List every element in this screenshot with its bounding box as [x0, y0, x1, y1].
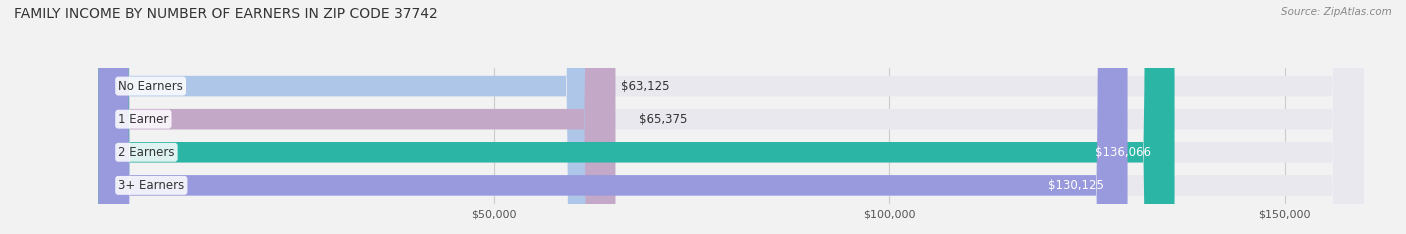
Text: $136,066: $136,066	[1095, 146, 1150, 159]
Text: 2 Earners: 2 Earners	[118, 146, 174, 159]
FancyBboxPatch shape	[98, 0, 616, 234]
FancyBboxPatch shape	[98, 0, 598, 234]
Text: $63,125: $63,125	[621, 80, 669, 93]
FancyBboxPatch shape	[98, 0, 1364, 234]
FancyBboxPatch shape	[98, 0, 1364, 234]
Text: $65,375: $65,375	[640, 113, 688, 126]
FancyBboxPatch shape	[98, 0, 1128, 234]
Text: FAMILY INCOME BY NUMBER OF EARNERS IN ZIP CODE 37742: FAMILY INCOME BY NUMBER OF EARNERS IN ZI…	[14, 7, 437, 21]
FancyBboxPatch shape	[98, 0, 1364, 234]
Text: Source: ZipAtlas.com: Source: ZipAtlas.com	[1281, 7, 1392, 17]
FancyBboxPatch shape	[98, 0, 1364, 234]
FancyBboxPatch shape	[98, 0, 1174, 234]
Text: $130,125: $130,125	[1047, 179, 1104, 192]
Text: 1 Earner: 1 Earner	[118, 113, 169, 126]
Text: 3+ Earners: 3+ Earners	[118, 179, 184, 192]
Text: No Earners: No Earners	[118, 80, 183, 93]
